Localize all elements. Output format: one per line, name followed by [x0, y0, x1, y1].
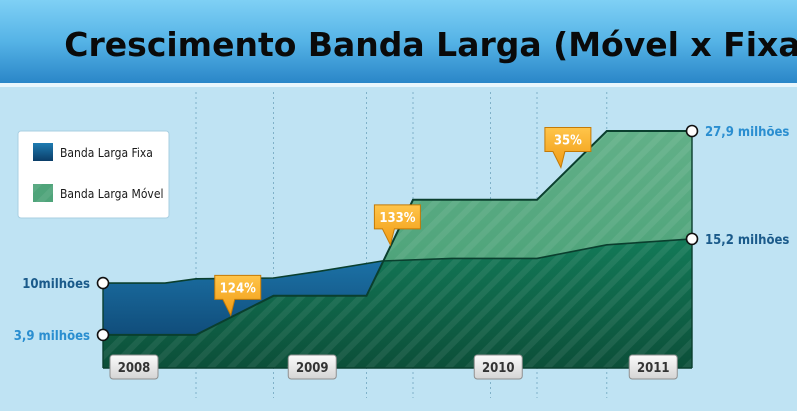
year-label-box [628, 354, 678, 380]
callout-bubble [544, 127, 592, 169]
year-label: 2009 [287, 354, 337, 380]
year-label-box [287, 354, 337, 380]
area-layer [102, 130, 693, 369]
year-label: 2010 [473, 354, 523, 380]
callout-bubble [214, 274, 262, 317]
value-label-text: 27,9 milhões [705, 125, 789, 140]
legend: Banda Larga Fixa Banda Larga Móvel [17, 130, 170, 219]
value-label: 27,9 milhões [685, 124, 789, 140]
growth-callout: 133% [373, 204, 421, 247]
header-bar [0, 0, 797, 83]
value-marker [96, 276, 110, 290]
year-label-text: 2011 [637, 361, 670, 376]
series-fixa-line [103, 238, 693, 284]
value-label-text: 3,9 milhões [14, 329, 90, 344]
callout-text: 124% [220, 281, 256, 296]
series-movel-line [103, 130, 692, 336]
growth-callouts: 124% 133% 35% [214, 127, 592, 317]
callout-text: 133% [379, 211, 415, 226]
value-marker [685, 124, 699, 138]
value-label: 3,9 milhões [14, 328, 110, 344]
value-label: 10milhões [22, 276, 110, 292]
movel-swatch-hatch [33, 184, 53, 202]
year-label-text: 2010 [482, 361, 515, 376]
year-label: 2008 [109, 354, 159, 380]
legend-box [17, 130, 170, 219]
value-marker [96, 328, 110, 342]
value-label-text: 10milhões [22, 277, 90, 292]
growth-callout: 35% [544, 127, 592, 169]
value-labels: 10milhões 3,9 milhões 27,9 milhões 15,2 mil… [14, 124, 789, 344]
chart-title: Crescimento Banda Larga (Móvel x Fixa) [64, 25, 797, 64]
year-label: 2011 [628, 354, 678, 380]
year-label-text: 2009 [296, 361, 329, 376]
growth-callout: 124% [214, 274, 262, 317]
callout-bubble [373, 204, 421, 247]
value-marker [685, 232, 699, 246]
legend-movel-label: Banda Larga Móvel [60, 187, 163, 201]
series-movel-hatch [103, 131, 692, 368]
year-label-box [109, 354, 159, 380]
fixa-swatch-icon [33, 143, 53, 161]
value-label: 15,2 milhões [685, 232, 789, 248]
year-label-text: 2008 [118, 361, 151, 376]
year-label-box [473, 354, 523, 380]
header-divider [0, 83, 797, 87]
value-label-text: 15,2 milhões [705, 233, 789, 248]
callout-text: 35% [554, 134, 582, 149]
year-labels: 2008 2009 2010 2011 [109, 354, 678, 380]
legend-fixa-label: Banda Larga Fixa [60, 146, 153, 160]
